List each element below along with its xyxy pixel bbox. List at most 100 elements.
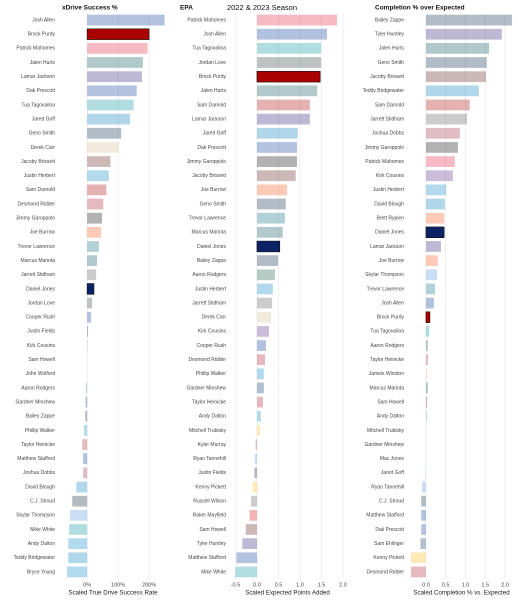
player-name: Skylar Thompson [16,513,55,519]
bar [425,28,502,40]
player-name: Jimmy Garoppolo [16,216,55,222]
player-name: Brock Purdy [377,315,405,321]
x-tick-label: 200% [142,582,156,588]
bar [70,509,88,521]
player-name: Andy Dalton [28,541,55,547]
bar [87,212,102,224]
bar [87,99,134,111]
player-name: Dak Prescott [197,145,226,151]
bar [256,70,321,83]
x-tick-label: 0.5 [275,582,283,588]
bar [86,28,150,40]
player-name: Brock Purdy [28,32,56,38]
player-name: Baker Mayfield [193,513,226,519]
bar [256,156,297,167]
player-name: Jordan Love [27,300,55,306]
bar [87,184,107,196]
bar [256,57,322,68]
player-name: Andy Dalton [377,414,404,420]
player-name: Taylor Heinicke [192,399,226,405]
player-name: Russell Wilson [193,499,226,505]
bar [87,85,137,97]
bar [425,226,445,239]
bar [87,156,111,167]
player-name: Jacoby Brissett [192,173,227,179]
player-name: Matthew Stafford [17,456,55,462]
bar [256,311,272,323]
bar [85,410,88,422]
player-name: Skylar Thompson [365,272,404,278]
player-name: Josh Allen [32,17,55,23]
player-name: Trevor Lawrence [189,216,227,222]
player-name: Kirk Cousins [198,329,227,335]
player-name: Joshua Dobbs [23,470,55,476]
player-name: Lamar Jackson [21,74,55,80]
bar [87,42,148,54]
bar [425,113,468,125]
player-name: Justin Fields [27,329,55,335]
bar [256,354,266,366]
player-name: Justin Herbert [24,173,56,179]
player-name: Kyler Murray [198,442,227,448]
bar [425,99,470,111]
bar [256,198,286,210]
player-name: Dak Prescott [375,527,404,533]
player-name: Patrick Mahomes [365,159,404,165]
player-name: Jacoby Brissett [21,159,56,165]
bar [256,142,297,153]
player-name: Jalen Hurts [379,46,405,52]
player-name: Matthew Stafford [188,555,226,561]
player-name: Joe Burrow [201,187,227,193]
bar [87,127,122,139]
bar [256,99,310,111]
player-name: Mike White [30,527,55,533]
bar [425,57,487,68]
panel-title: Completion % over Expected [375,5,465,12]
bar [256,255,279,267]
player-name: Brock Purdy [199,74,227,80]
bar [256,325,270,337]
bar [87,297,93,309]
player-name: Gardner Minshew [187,385,227,391]
player-name: Jalen Hurts [30,60,56,66]
player-name: David Blough [25,484,55,490]
bar [256,283,273,295]
bar [421,495,426,507]
x-tick-label: 0% [83,582,91,588]
bar [255,439,257,450]
player-name: Jared Goff [203,131,227,137]
player-name: Sam Howell [199,527,226,533]
x-axis-title: Scaled True Drive Success Rate [68,590,158,597]
player-name: Justin Herbert [195,286,227,292]
bar [425,255,438,267]
player-name: Desmond Ridder [17,201,55,207]
x-tick-label: 1.0 [462,582,470,588]
player-name: Tyler Huntley [197,541,227,547]
panel-title: xDrive Success % [62,5,118,12]
bar [87,269,97,281]
x-tick-label: 1.5 [481,582,489,588]
plot-background [229,13,346,579]
player-name: Desmond Ridder [366,569,404,575]
player-name: Gardner Minshew [16,399,56,405]
bar [245,524,257,535]
bar [421,509,426,521]
x-tick-label: -0.5 [231,582,240,588]
bar [82,439,88,450]
bar [69,524,88,535]
bar [425,396,428,408]
bar [256,425,260,436]
player-name: Phillip Walker [196,371,226,377]
bar [425,410,427,422]
bar [84,425,88,436]
bar [254,467,257,479]
bar [256,340,266,351]
player-name: Gardner Minshew [365,442,405,448]
bar [256,396,263,408]
bar [256,184,288,196]
player-name: Daniel Jones [197,244,226,250]
bar [425,142,458,153]
bar [242,538,257,550]
player-name: Andy Dalton [199,414,226,420]
player-name: Tyler Huntley [375,32,405,38]
